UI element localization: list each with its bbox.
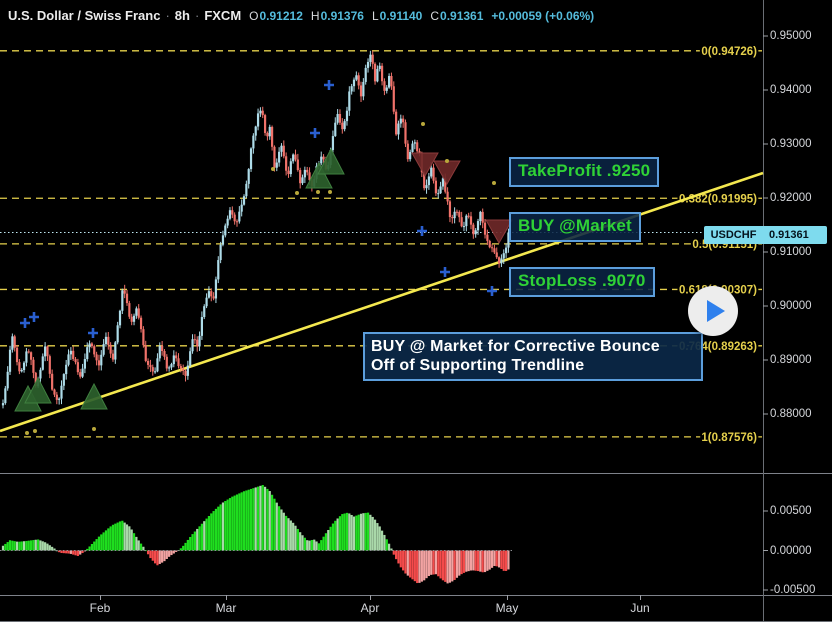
support-trendline-drawing[interactable]: [0, 171, 764, 433]
plus-marker: [487, 286, 497, 296]
fib-level-label: 0.382(0.91995): [679, 193, 757, 205]
badge-price: 0.91361: [769, 229, 809, 241]
plus-marker: [310, 128, 320, 138]
close-label: C: [430, 9, 440, 23]
dot-marker: [25, 431, 29, 435]
trade-note-line2: Off of Supporting Trendline: [371, 357, 585, 374]
chart-legend[interactable]: U.S. Dollar / Swiss Franc · 8h · FXCM O …: [8, 8, 594, 23]
dot-marker: [492, 181, 496, 185]
fib-level-label: 0(0.94726): [701, 46, 757, 58]
histogram-indicator: [0, 485, 512, 584]
buy-triangle-marker: [80, 382, 108, 410]
signal-markers: [14, 80, 513, 435]
change-value: +0.00059 (+0.06%): [491, 9, 595, 23]
plus-marker: [417, 226, 427, 236]
dot-marker: [295, 191, 299, 195]
plus-marker: [29, 312, 39, 322]
buy-at-market-label[interactable]: BUY @Market: [509, 212, 641, 242]
dot-marker: [92, 427, 96, 431]
sell-triangle-marker: [485, 219, 513, 245]
exchange-label: FXCM: [204, 8, 242, 23]
sell-triangle-marker: [411, 152, 439, 178]
dot-marker: [445, 159, 449, 163]
legend-separator: ·: [194, 8, 200, 23]
high-value: 0.91376: [320, 9, 364, 23]
low-label: L: [371, 9, 379, 23]
dot-marker: [33, 429, 37, 433]
open-value: 0.91212: [259, 9, 303, 23]
dot-marker: [316, 190, 320, 194]
current-price-badge[interactable]: USDCHF 0.91361: [704, 226, 827, 244]
buy-triangle-marker: [24, 376, 52, 404]
dot-marker: [271, 167, 275, 171]
legend-separator: ·: [165, 8, 170, 23]
stop-loss-label[interactable]: StopLoss .9070: [509, 267, 655, 297]
low-value: 0.91140: [379, 9, 423, 23]
trade-note-line1: BUY @ Market for Corrective Bounce: [371, 338, 660, 355]
buy-triangle-marker: [305, 161, 333, 189]
fib-retracement-drawing[interactable]: 0(0.94726)0.382(0.91995)0.5(0.91151)0.61…: [0, 44, 762, 446]
play-button[interactable]: [688, 286, 738, 336]
sell-triangle-marker: [433, 160, 461, 186]
plus-marker: [20, 318, 30, 328]
symbol-title: U.S. Dollar / Swiss Franc: [8, 8, 161, 23]
dot-marker: [328, 190, 332, 194]
plus-marker: [88, 328, 98, 338]
plus-marker: [440, 267, 450, 277]
fib-level-label: 1(0.87576): [701, 432, 757, 444]
trade-note-textbox[interactable]: BUY @ Market for Corrective Bounce Off o…: [363, 332, 703, 381]
high-label: H: [310, 9, 320, 23]
badge-symbol: USDCHF: [710, 229, 757, 241]
dot-marker: [421, 122, 425, 126]
close-value: 0.91361: [440, 9, 484, 23]
play-icon: [707, 300, 725, 322]
buy-triangle-marker: [317, 147, 345, 175]
plus-marker: [324, 80, 334, 90]
take-profit-label[interactable]: TakeProfit .9250: [509, 157, 660, 187]
open-label: O: [249, 9, 259, 23]
interval-label[interactable]: 8h: [174, 8, 190, 23]
